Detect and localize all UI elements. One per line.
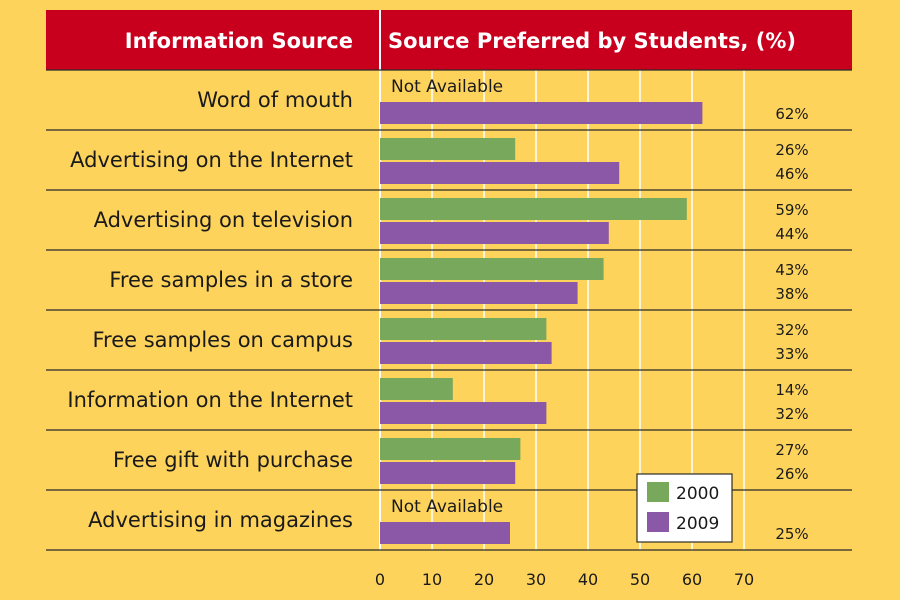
category-label: Word of mouth	[197, 88, 353, 112]
category-label: Free gift with purchase	[113, 448, 353, 472]
value-label-2000: 14%	[775, 381, 808, 399]
bar-2009	[380, 402, 547, 424]
x-tick-label: 60	[682, 570, 702, 589]
x-tick-label: 30	[526, 570, 546, 589]
value-label-2009: 38%	[775, 285, 808, 303]
bar-2009	[380, 522, 510, 544]
row-separators	[46, 69, 852, 551]
legend-label-2009: 2009	[676, 514, 719, 534]
value-label-2009: 33%	[775, 345, 808, 363]
not-available-label: Not Available	[391, 77, 503, 97]
category-label: Free samples on campus	[93, 328, 354, 352]
value-label-2009: 25%	[775, 525, 808, 543]
x-tick-label: 0	[375, 570, 385, 589]
not-available-label: Not Available	[391, 497, 503, 517]
value-label-2009: 26%	[775, 465, 808, 483]
x-tick-label: 10	[422, 570, 442, 589]
x-axis-ticks: 0 10 20 30 40 50 60 70	[375, 570, 754, 589]
value-label-2009: 62%	[775, 105, 808, 123]
x-tick-label: 50	[630, 570, 650, 589]
category-label: Information on the Internet	[67, 388, 353, 412]
value-label-2000: 26%	[775, 141, 808, 159]
legend: 2000 2009	[636, 473, 733, 543]
header-bar	[46, 10, 852, 70]
header-left: Information Source	[125, 29, 353, 53]
legend-label-2000: 2000	[676, 484, 719, 504]
bar-2009	[380, 102, 703, 124]
x-tick-label: 70	[734, 570, 754, 589]
bar-2000	[380, 318, 547, 340]
value-label-2000: 59%	[775, 201, 808, 219]
bar-2009	[380, 222, 609, 244]
value-label-2009: 46%	[775, 165, 808, 183]
bar-2000	[380, 258, 604, 280]
category-label: Free samples in a store	[109, 268, 353, 292]
bar-2009	[380, 282, 578, 304]
value-label-2009: 32%	[775, 405, 808, 423]
value-label-2000: 43%	[775, 261, 808, 279]
bar-2000	[380, 438, 521, 460]
category-labels: Word of mouth Not Available Advertising on…	[67, 77, 503, 532]
category-label: Advertising in magazines	[88, 508, 353, 532]
x-tick-label: 40	[578, 570, 598, 589]
legend-swatch-2000	[647, 482, 669, 502]
category-label: Advertising on the Internet	[70, 148, 353, 172]
bars	[380, 102, 703, 544]
bar-2009	[380, 462, 516, 484]
bar-2000	[380, 198, 687, 220]
x-tick-label: 20	[474, 570, 494, 589]
value-label-2009: 44%	[775, 225, 808, 243]
bar-2000	[380, 378, 453, 400]
bar-2009	[380, 342, 552, 364]
value-label-2000: 32%	[775, 321, 808, 339]
bar-2009	[380, 162, 620, 184]
value-label-2000: 27%	[775, 441, 808, 459]
bar-2000	[380, 138, 516, 160]
category-label: Advertising on television	[94, 208, 353, 232]
value-labels: 62% 26% 46% 59% 44% 43% 38% 32% 33% 14% 32% 27% 26% 2…	[775, 105, 808, 543]
header-right: Source Preferred by Students, (%)	[388, 29, 796, 53]
legend-swatch-2009	[647, 512, 669, 532]
